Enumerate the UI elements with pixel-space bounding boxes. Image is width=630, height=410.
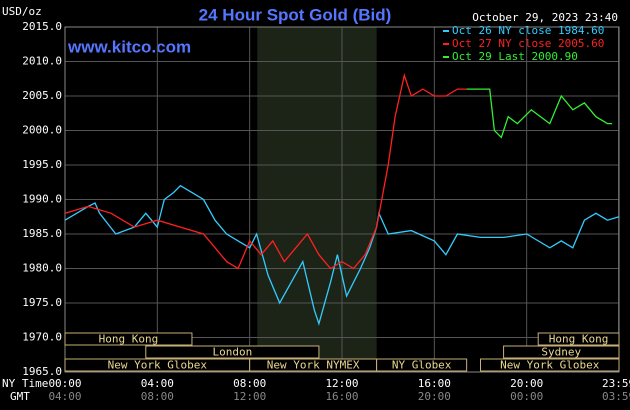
session-box bbox=[376, 358, 468, 372]
session-label: New York NYMEX bbox=[267, 359, 360, 372]
session-label: NY Globex bbox=[392, 359, 452, 372]
y-tick-label: 1990.0 bbox=[22, 193, 62, 206]
x-row-label: NY Time bbox=[2, 377, 48, 390]
y-tick-label: 1995.0 bbox=[22, 158, 62, 171]
plot-frame bbox=[64, 26, 620, 373]
session-box bbox=[537, 332, 620, 346]
session-box bbox=[64, 332, 193, 346]
y-tick-label: 2015.0 bbox=[22, 20, 62, 33]
legend-label: Oct 26 NY close 1984.60 bbox=[452, 24, 604, 37]
x-tick-label: 08:00 bbox=[233, 377, 266, 390]
x-tick-label: 23:59 bbox=[602, 377, 630, 390]
x-tick-label: 12:00 bbox=[325, 377, 358, 390]
session-label: London bbox=[212, 346, 252, 359]
legend-label: Oct 29 Last 2000.90 bbox=[452, 50, 578, 63]
session-label: Hong Kong bbox=[99, 333, 159, 346]
x-tick-label: 04:00 bbox=[141, 377, 174, 390]
website: www.kitco.com bbox=[67, 37, 191, 56]
unit-label: USD/oz bbox=[2, 5, 42, 18]
session-label: Sydney bbox=[541, 346, 581, 359]
y-tick-label: 1975.0 bbox=[22, 296, 62, 309]
timestamp: October 29, 2023 23:40 bbox=[472, 11, 618, 24]
x2-tick-label: 03:59 bbox=[602, 390, 630, 403]
x-tick-label: 00:00 bbox=[48, 377, 81, 390]
price-line bbox=[64, 72, 467, 270]
legend-label: Oct 27 NY close 2005.60 bbox=[452, 37, 604, 50]
y-tick-label: 2005.0 bbox=[22, 89, 62, 102]
x-tick-label: 20:00 bbox=[510, 377, 543, 390]
session-box bbox=[145, 345, 320, 359]
price-line bbox=[466, 88, 613, 139]
x2-tick-label: 16:00 bbox=[325, 390, 358, 403]
y-tick-label: 1965.0 bbox=[22, 365, 62, 378]
y-tick-label: 1970.0 bbox=[22, 331, 62, 344]
session-label: Hong Kong bbox=[549, 333, 609, 346]
x2-tick-label: 04:00 bbox=[48, 390, 81, 403]
x2-tick-label: 20:00 bbox=[418, 390, 451, 403]
y-tick-label: 1980.0 bbox=[22, 262, 62, 275]
y-tick-label: 2010.0 bbox=[22, 55, 62, 68]
x2-row-label: GMT bbox=[10, 390, 30, 403]
session-box bbox=[480, 358, 620, 372]
price-line bbox=[64, 184, 620, 326]
chart-title: 24 Hour Spot Gold (Bid) bbox=[199, 5, 392, 24]
session-box bbox=[503, 345, 620, 359]
x2-tick-label: 12:00 bbox=[233, 390, 266, 403]
y-tick-label: 1985.0 bbox=[22, 227, 62, 240]
x2-tick-label: 08:00 bbox=[141, 390, 174, 403]
x-tick-label: 16:00 bbox=[418, 377, 451, 390]
session-label: New York Globex bbox=[108, 359, 208, 372]
session-label: New York Globex bbox=[500, 359, 600, 372]
y-tick-label: 2000.0 bbox=[22, 124, 62, 137]
x2-tick-label: 00:00 bbox=[510, 390, 543, 403]
